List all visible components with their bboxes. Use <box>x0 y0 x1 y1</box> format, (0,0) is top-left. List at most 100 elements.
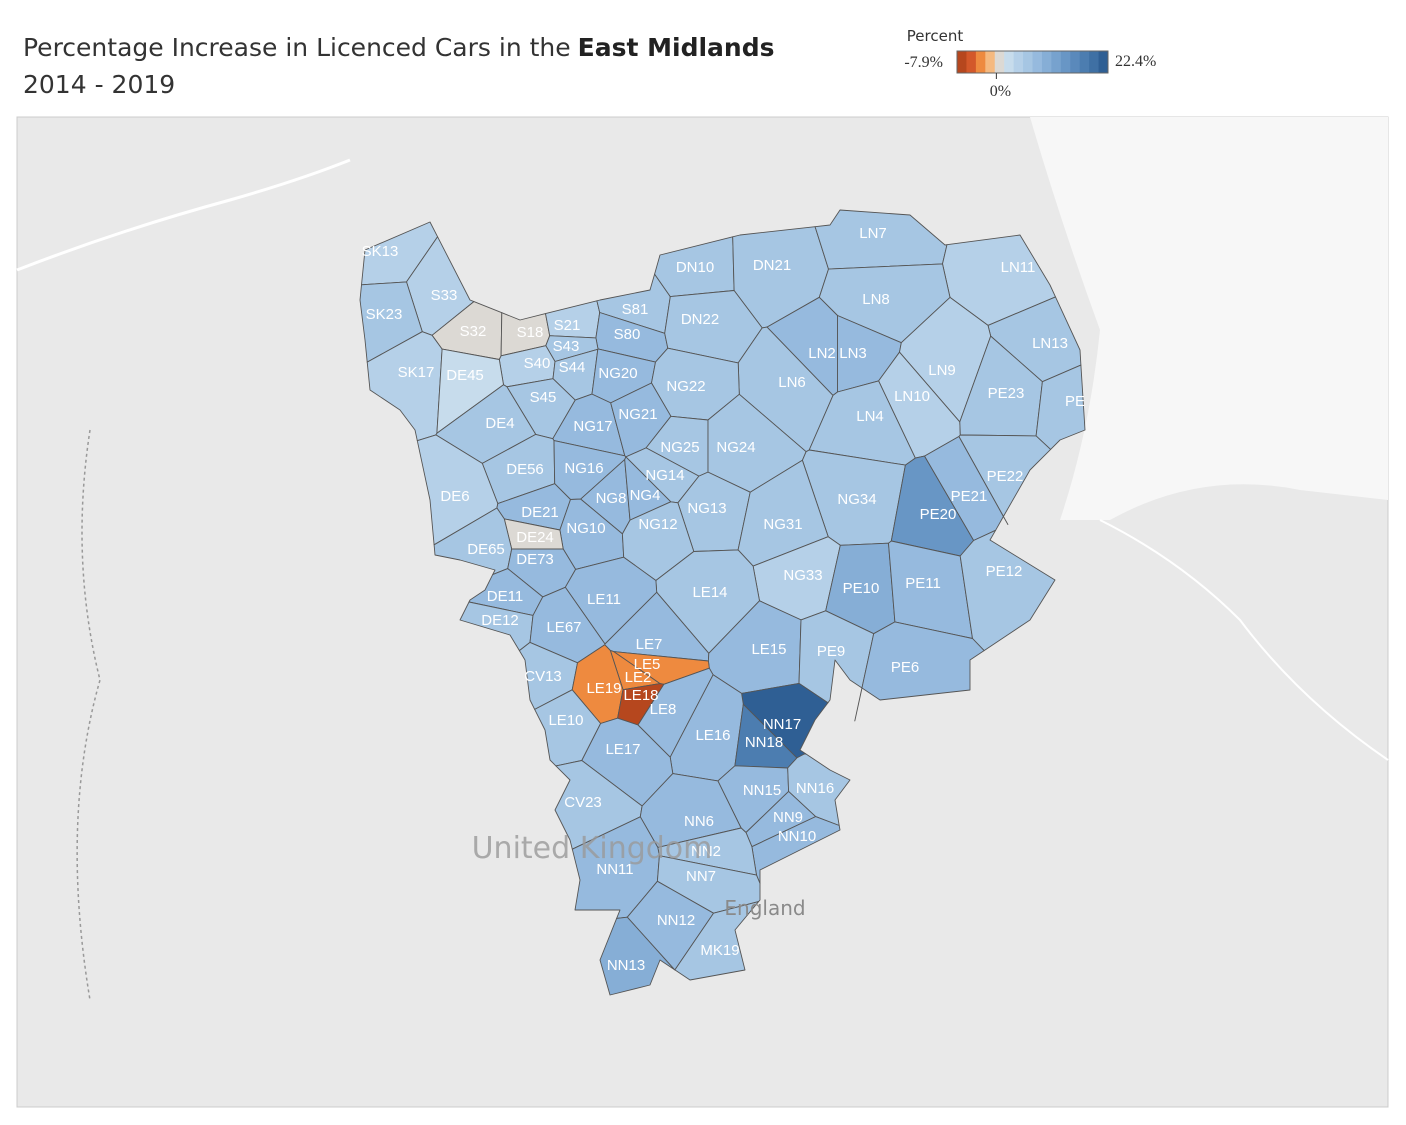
region-label: NG8 <box>596 490 627 507</box>
region-label: CV23 <box>564 794 602 811</box>
region <box>599 916 676 996</box>
legend-step <box>1013 51 1024 73</box>
region-label: LN11 <box>1001 259 1036 276</box>
region-label: NG20 <box>598 365 637 382</box>
region-label: PE21 <box>951 488 988 505</box>
region-label: LN10 <box>894 388 930 405</box>
region-label: LE15 <box>751 641 786 658</box>
sea <box>1030 117 1388 520</box>
region-label: NG17 <box>573 418 612 435</box>
region-label: MK19 <box>700 942 739 959</box>
legend-step <box>1060 51 1071 73</box>
region-label: NG34 <box>837 491 876 508</box>
region-label: DN22 <box>681 311 719 328</box>
region-label: PE12 <box>986 563 1023 580</box>
region-label: LE7 <box>636 636 663 653</box>
region-label: NN17 <box>763 716 801 733</box>
region-label: S18 <box>517 324 544 341</box>
region-label: S80 <box>614 326 641 343</box>
region-label: LE67 <box>546 619 581 636</box>
region-label: LE18 <box>623 687 658 704</box>
region-label: LE5 <box>634 656 661 673</box>
title-text: Percentage Increase in Licenced Cars in … <box>23 33 571 62</box>
region-label: NN16 <box>796 780 834 797</box>
legend-min: -7.9% <box>904 54 943 71</box>
region-label: SK17 <box>398 364 435 381</box>
region-label: S44 <box>559 359 586 376</box>
region-label: NN11 <box>596 861 633 878</box>
region-label: LN8 <box>862 291 890 308</box>
region-label: LE11 <box>587 591 621 608</box>
region-label: PE <box>1065 393 1085 410</box>
region-label: NN18 <box>745 734 783 751</box>
legend-step <box>966 51 977 73</box>
region <box>854 621 985 722</box>
region-label: S21 <box>554 317 581 334</box>
region-label: DE24 <box>516 529 554 546</box>
region-label: DE12 <box>481 612 519 629</box>
river <box>1099 519 1389 761</box>
region-label: DE45 <box>446 367 484 384</box>
legend-zero: 0% <box>990 83 1011 100</box>
region-label: NN7 <box>686 868 716 885</box>
region-label: NN10 <box>778 828 816 845</box>
title-bold: East Midlands <box>578 33 775 62</box>
region-label: LN6 <box>778 374 806 391</box>
region-label: PE11 <box>905 575 941 592</box>
legend-step <box>1079 51 1090 73</box>
region-label: PE20 <box>920 506 957 523</box>
region-label: NN13 <box>607 957 645 974</box>
region-label: LN9 <box>928 362 956 379</box>
region-label: DE73 <box>516 551 554 568</box>
region-label: LE19 <box>586 680 621 697</box>
legend-step <box>1098 51 1109 73</box>
region-label: LE16 <box>695 727 730 744</box>
title: Percentage Increase in Licenced Cars in … <box>23 33 775 62</box>
legend-step <box>957 51 967 73</box>
region-label: SK13 <box>362 243 399 260</box>
legend-step <box>985 51 996 73</box>
subtitle: 2014 - 2019 <box>23 70 175 99</box>
region-label: S43 <box>553 338 580 355</box>
region-label: NN9 <box>773 809 803 826</box>
region-label: NG24 <box>716 439 755 456</box>
region-label: DE65 <box>467 541 505 558</box>
region-label: S81 <box>622 301 649 318</box>
region-label: DE11 <box>487 588 523 605</box>
region-label: NG14 <box>645 467 684 484</box>
region-label: PE9 <box>817 643 845 660</box>
region-label: NG4 <box>630 487 661 504</box>
legend-step <box>1070 51 1081 73</box>
region-label: PE10 <box>843 580 880 597</box>
region-label: LN13 <box>1032 335 1068 352</box>
region-label: NG13 <box>687 500 726 517</box>
region-label: LN2 <box>808 345 836 362</box>
region-label: NN12 <box>657 912 695 929</box>
region-label: S40 <box>524 355 551 372</box>
legend-title: Percent <box>907 27 964 45</box>
region-label: LE14 <box>692 584 727 601</box>
region-label: S45 <box>530 389 557 406</box>
region-label: DE21 <box>521 504 559 521</box>
region-label: NG16 <box>564 460 603 477</box>
region-label: NG12 <box>638 516 677 533</box>
region-label: NN2 <box>691 843 721 860</box>
region-label: S32 <box>460 323 487 340</box>
region-label: LN7 <box>859 225 887 242</box>
region-label: NG31 <box>763 516 802 533</box>
region-label: PE22 <box>987 468 1024 485</box>
region-label: LN4 <box>856 408 884 425</box>
region-label: SK23 <box>366 306 403 323</box>
region-label: LE10 <box>548 712 583 729</box>
region-label: DN10 <box>676 259 714 276</box>
legend-step <box>1023 51 1033 73</box>
legend-step <box>994 51 1005 73</box>
region-label: DE56 <box>506 461 544 478</box>
region-label: LN3 <box>839 345 867 362</box>
legend-step <box>1041 51 1052 73</box>
region-label: NG22 <box>666 378 705 395</box>
border <box>76 429 101 1001</box>
region-label: LE2 <box>625 669 652 686</box>
